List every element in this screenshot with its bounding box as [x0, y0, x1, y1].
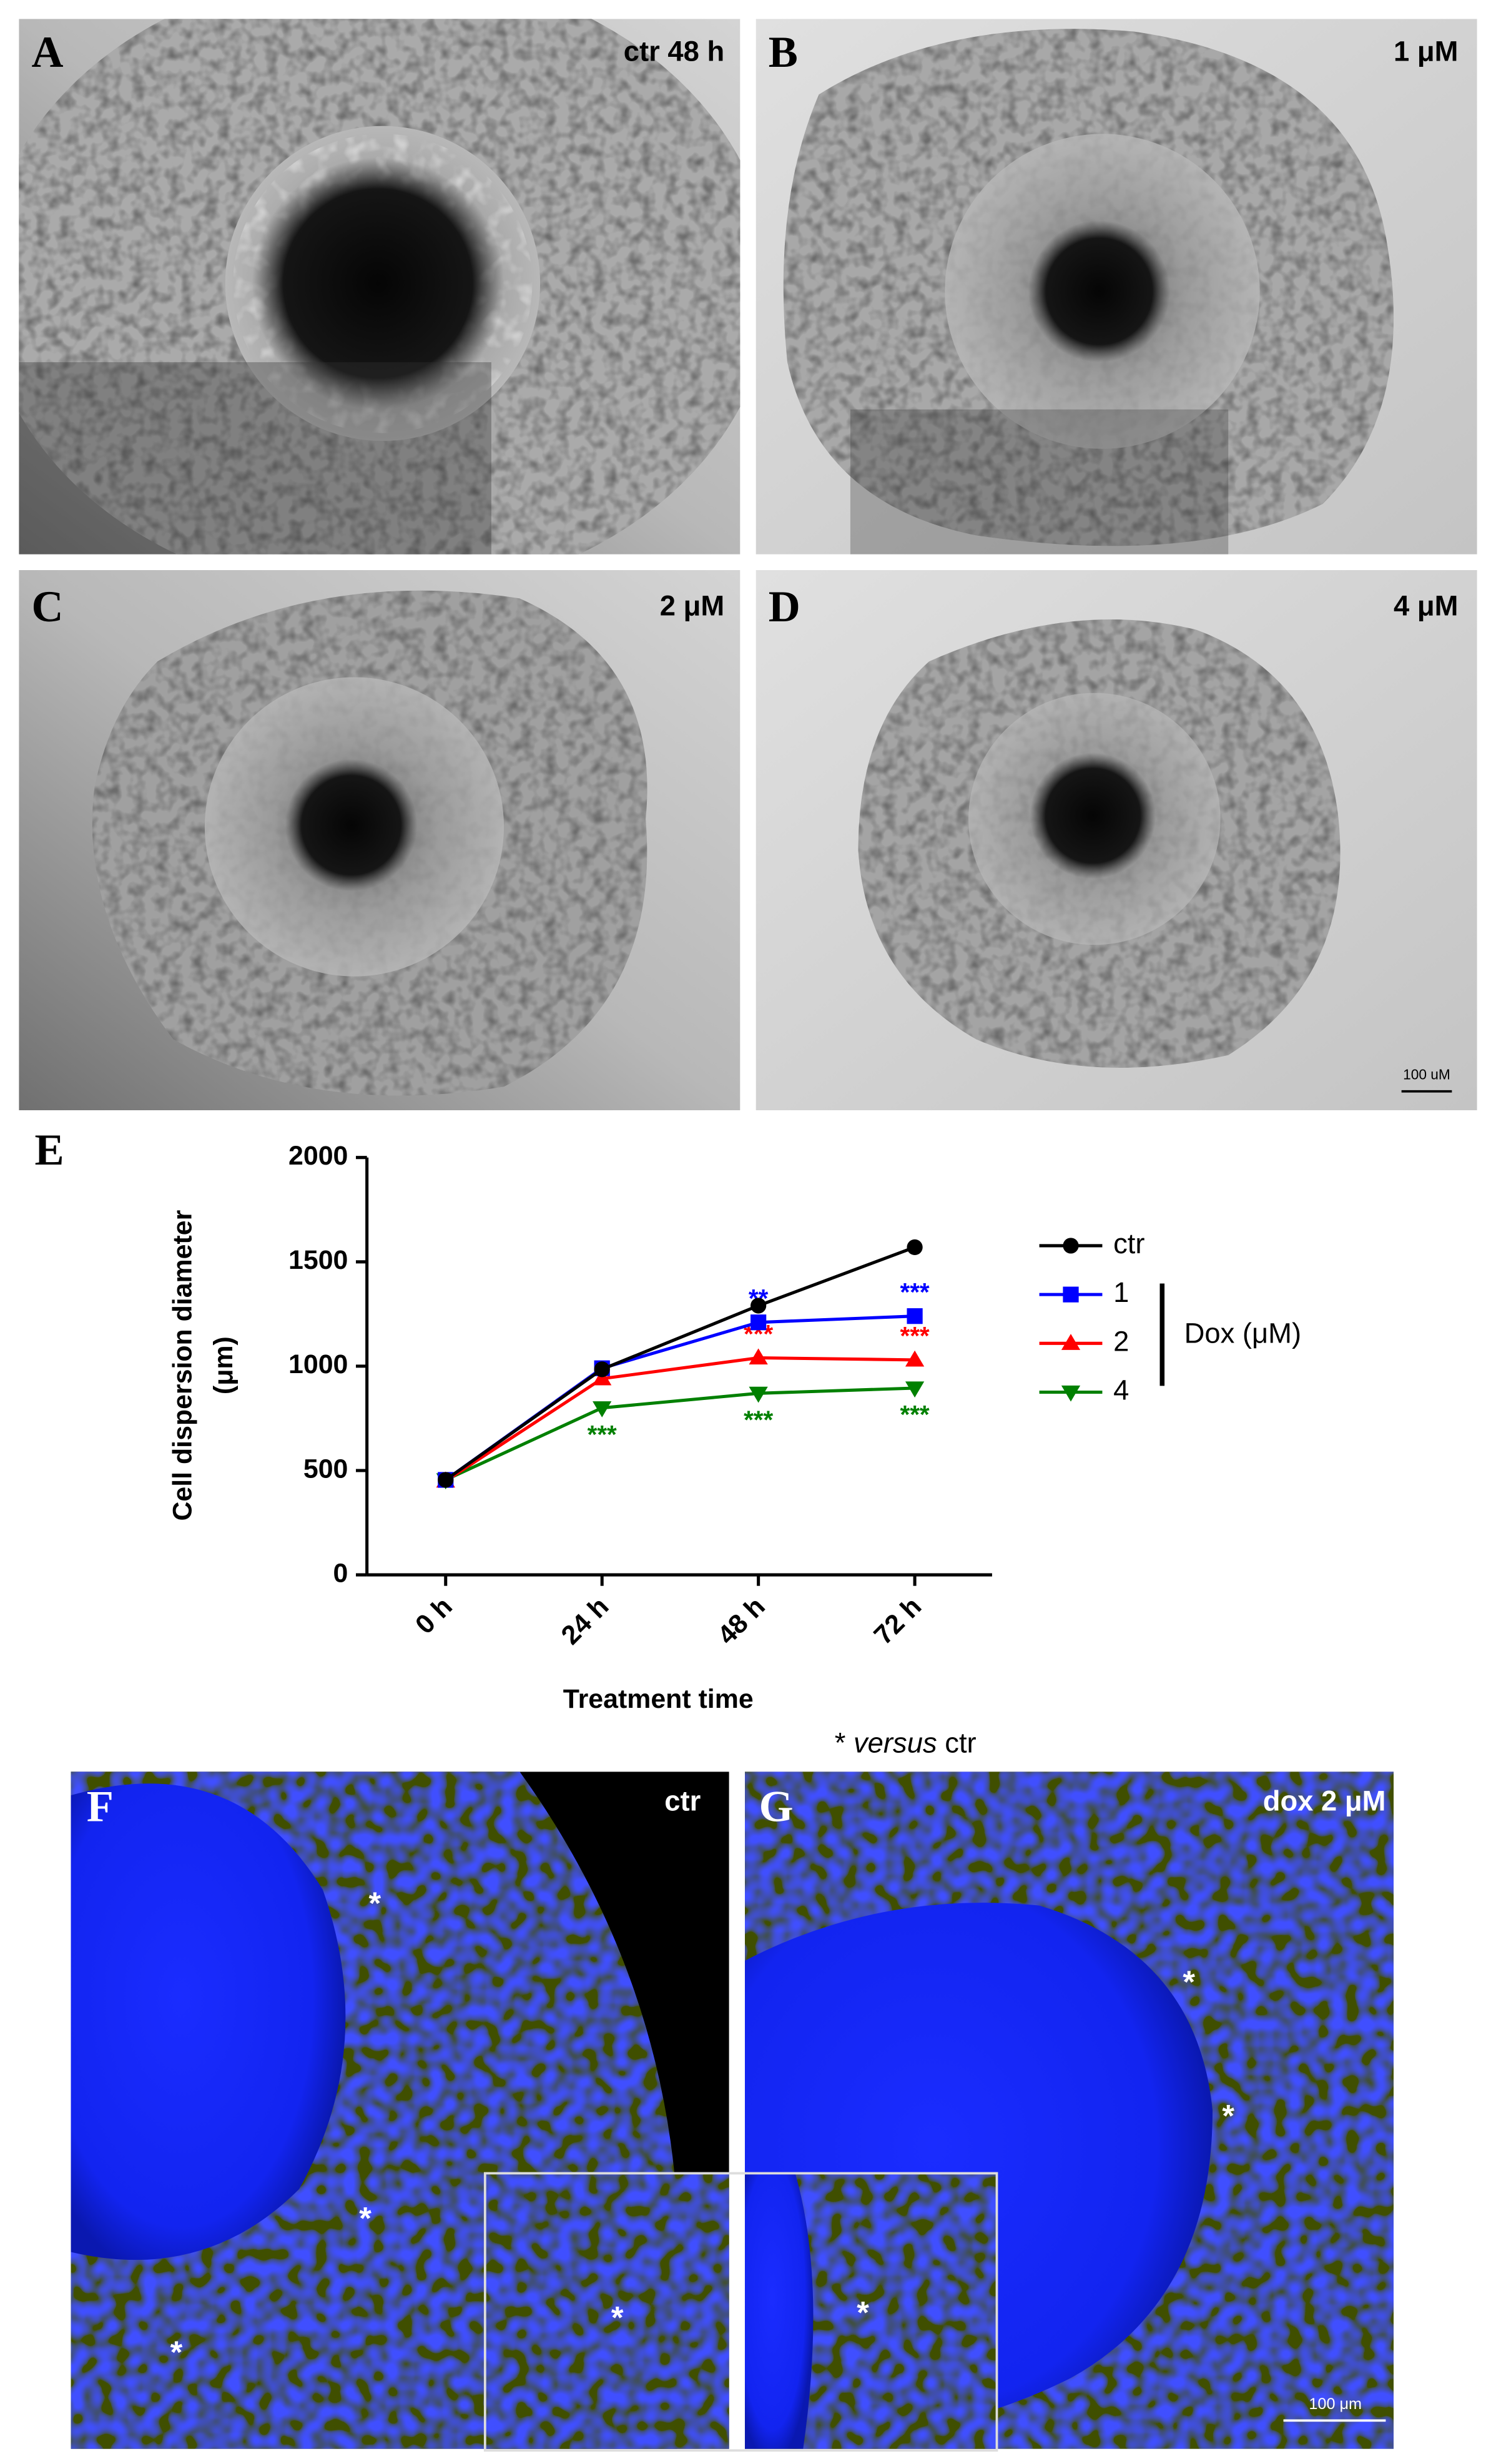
panel-caption: 2 μM [660, 589, 724, 621]
marker [594, 1361, 610, 1377]
panel-label: E [35, 1126, 64, 1175]
marker [438, 1472, 454, 1488]
x-tick-label: 72 h [869, 1592, 928, 1651]
panel-label: C [31, 583, 63, 631]
y-tick-label: 500 [303, 1454, 348, 1484]
y-tick-label: 1500 [288, 1245, 348, 1275]
panel-label: G [759, 1783, 794, 1831]
legend-label: ctr [1113, 1228, 1144, 1259]
series-line [445, 1314, 915, 1482]
significance-label: *** [900, 1321, 930, 1350]
x-tick-label: 0 h [410, 1592, 458, 1640]
asterisk: * [1222, 2097, 1234, 2133]
micrograph-d [755, 569, 1477, 1111]
asterisk: * [359, 2200, 372, 2235]
panel-caption: ctr [664, 1785, 701, 1817]
note-part: versus [854, 1727, 937, 1758]
legend-label: 1 [1113, 1276, 1129, 1308]
note-part: * [835, 1727, 854, 1758]
x-tick-label: 48 h [712, 1592, 771, 1651]
fluorescence-f [71, 1772, 729, 2449]
micrograph-c [19, 569, 741, 1111]
asterisk: * [170, 2334, 183, 2370]
scale-bar-label: 100 uM [1403, 1067, 1450, 1083]
legend-label: 2 [1113, 1325, 1129, 1357]
inset-frame [483, 2172, 998, 2452]
legend-label: 4 [1113, 1374, 1129, 1406]
asterisk: * [1183, 1964, 1195, 1999]
marker [1063, 1238, 1079, 1254]
marker [905, 1350, 925, 1367]
marker [907, 1239, 923, 1256]
panel-label: B [769, 28, 798, 77]
marker [1063, 1286, 1079, 1303]
significance-label: *** [900, 1278, 930, 1306]
asterisk: * [611, 2299, 624, 2335]
chart: E 0 500 1000 1500 2000 0 h 24 h 48 h 72 h Treatmen… [35, 1126, 1302, 1759]
note: * versus ctr [835, 1727, 977, 1758]
panel-label: F [87, 1783, 114, 1831]
marker [1061, 1334, 1081, 1350]
marker [907, 1308, 923, 1324]
y-tick-label: 1000 [288, 1349, 348, 1379]
asterisk: * [368, 1885, 381, 1921]
series-line [445, 1356, 915, 1482]
marker [749, 1386, 768, 1403]
significance-label: *** [900, 1400, 930, 1429]
y-axis-label: Cell dispersion diameter [167, 1210, 197, 1520]
panel-caption: 4 μM [1394, 589, 1458, 621]
x-tick-label: 24 h [556, 1592, 615, 1651]
marker [750, 1314, 767, 1331]
panel-label: D [769, 583, 800, 631]
note-part: ctr [937, 1727, 977, 1758]
series-line [445, 1386, 915, 1482]
y-axis-label: (μm) [209, 1336, 239, 1394]
marker [750, 1298, 767, 1314]
marker [749, 1348, 768, 1365]
marker [593, 1369, 612, 1386]
micrograph-b [755, 19, 1477, 554]
micrograph-a [19, 19, 741, 554]
y-tick-label: 2000 [288, 1141, 348, 1171]
marker [1061, 1385, 1081, 1402]
panel-label: A [31, 28, 63, 77]
y-tick-label: 0 [333, 1558, 348, 1588]
significance-label: *** [588, 1420, 617, 1449]
x-axis-label: Treatment time [563, 1684, 754, 1714]
significance-label: *** [744, 1405, 773, 1434]
fluorescence-g [744, 1772, 1394, 2449]
asterisk: * [857, 2295, 869, 2330]
series-line [445, 1246, 915, 1482]
panel-caption: 1 μM [1394, 36, 1458, 67]
legend-group-label: Dox (μM) [1184, 1318, 1301, 1349]
scale-bar-label: 100 μm [1309, 2395, 1362, 2413]
panel-caption: ctr 48 h [624, 36, 724, 67]
panel-caption: dox 2 μM [1263, 1785, 1386, 1817]
marker [905, 1381, 925, 1398]
marker [593, 1401, 612, 1417]
